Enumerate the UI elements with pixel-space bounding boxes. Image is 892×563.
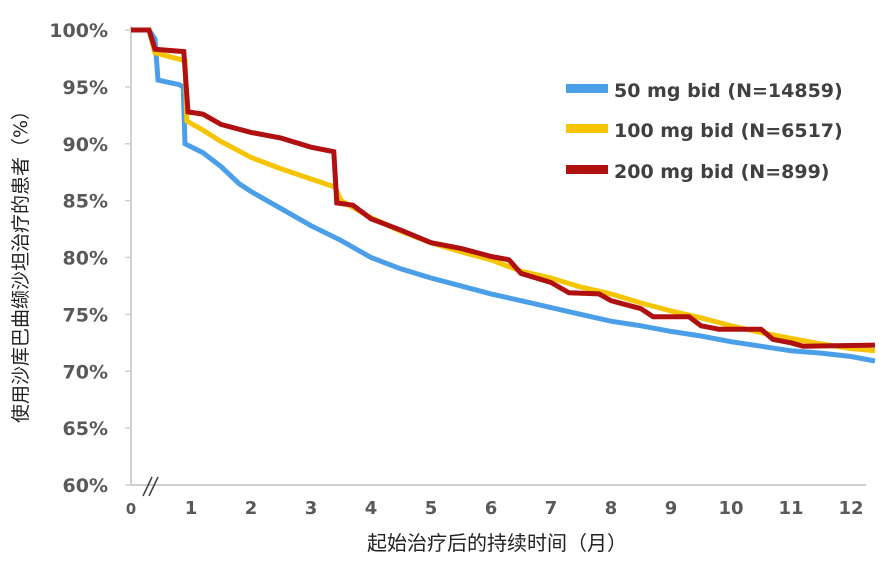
x-tick-label: 0 [126, 500, 136, 518]
y-tick-label: 60% [63, 475, 108, 497]
y-tick-label: 80% [63, 248, 108, 270]
legend-label-50mg: 50 mg bid (N=14859) [614, 80, 843, 102]
x-tick-label: 2 [245, 498, 258, 519]
x-tick-label: 11 [778, 498, 803, 519]
x-tick-label: 5 [425, 498, 438, 519]
legend-label-100mg: 100 mg bid (N=6517) [614, 120, 843, 142]
y-tick-label: 85% [63, 191, 108, 213]
series-line-3 [131, 27, 876, 349]
x-tick-label: 12 [838, 498, 863, 519]
legend-swatch-50mg [566, 84, 608, 93]
y-tick-label: 95% [63, 77, 108, 99]
series-line-1 [131, 27, 876, 364]
chart-legend: 50 mg bid (N=14859) 100 mg bid (N=6517) … [566, 80, 843, 183]
x-tick-label: 6 [485, 498, 498, 519]
x-tick-label: 4 [365, 498, 378, 519]
legend-swatch-200mg [566, 165, 608, 174]
x-tick-label: 10 [718, 498, 743, 519]
y-tick-label: 65% [63, 418, 108, 440]
axis-break-mark [148, 476, 159, 497]
legend-swatch-100mg [566, 124, 608, 133]
axis-break-mark [142, 476, 153, 497]
y-tick-label: 70% [63, 361, 108, 383]
series-line-2 [131, 27, 876, 354]
x-tick-labels: 0 1 2 3 4 5 6 7 8 9 10 11 12 [126, 498, 864, 519]
y-axis-title: 使用沙库巴曲缬沙坦治疗的患者（%） [10, 101, 32, 423]
legend-label-200mg: 200 mg bid (N=899) [614, 161, 829, 183]
x-tick-label: 3 [305, 498, 318, 519]
y-tick-label: 100% [49, 20, 108, 42]
x-tick-label: 1 [185, 498, 198, 519]
x-tick-label: 8 [605, 498, 618, 519]
x-tick-label: 9 [665, 498, 678, 519]
series-lines [131, 27, 876, 364]
x-axis-title: 起始治疗后的持续时间（月） [367, 531, 627, 555]
chart-axes [125, 26, 866, 497]
y-tick-label: 75% [63, 304, 108, 326]
x-tick-label: 7 [545, 498, 558, 519]
y-tick-label: 90% [63, 134, 108, 156]
y-tick-labels: 60% 65% 70% 75% 80% 85% 90% 95% 100% [49, 20, 108, 497]
